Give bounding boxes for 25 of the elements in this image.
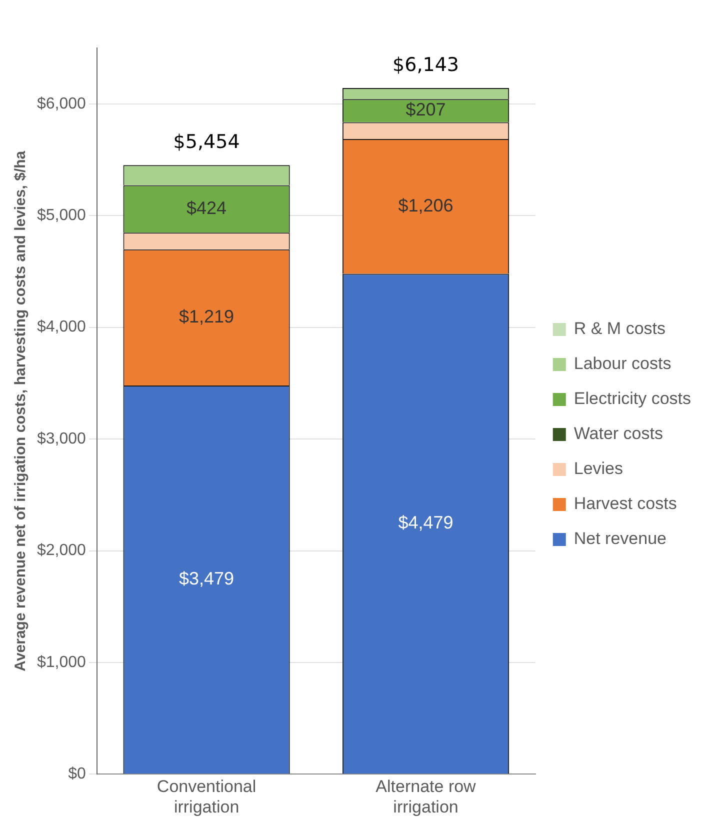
data-label: $424: [186, 198, 227, 218]
x-tick-label: Conventional irrigation: [156, 777, 256, 816]
legend-label: Water costs: [574, 424, 663, 444]
y-tick-label: $3,000: [37, 430, 86, 448]
legend-label: Harvest costs: [574, 494, 677, 514]
legend-label: R & M costs: [574, 319, 666, 338]
y-tick-label: $5,000: [37, 206, 86, 224]
x-tick-label: Alternate row irrigation: [376, 777, 477, 816]
y-tick-label: $4,000: [37, 318, 86, 336]
data-label: $4,479: [398, 512, 454, 533]
data-label: $1,219: [179, 306, 234, 326]
legend-label: Levies: [574, 459, 624, 478]
legend-label: Labour costs: [574, 354, 672, 374]
legend-label: Net revenue: [574, 529, 666, 548]
y-tick-label: $2,000: [37, 542, 86, 560]
data-label: $1,206: [398, 195, 454, 216]
y-tick-label: $1,000: [37, 654, 86, 671]
data-label: $3,479: [179, 568, 234, 589]
legend-label: Electricity costs: [574, 389, 692, 408]
total-label: $6,143: [392, 54, 459, 76]
data-label: $207: [406, 100, 446, 120]
y-axis-title: Average revenue net of irrigation costs, harvesting costs and levies, $/ha: [12, 150, 30, 672]
y-tick-label: $0: [68, 766, 86, 783]
y-tick-label: $6,000: [37, 95, 86, 112]
total-label: $5,454: [173, 131, 240, 154]
